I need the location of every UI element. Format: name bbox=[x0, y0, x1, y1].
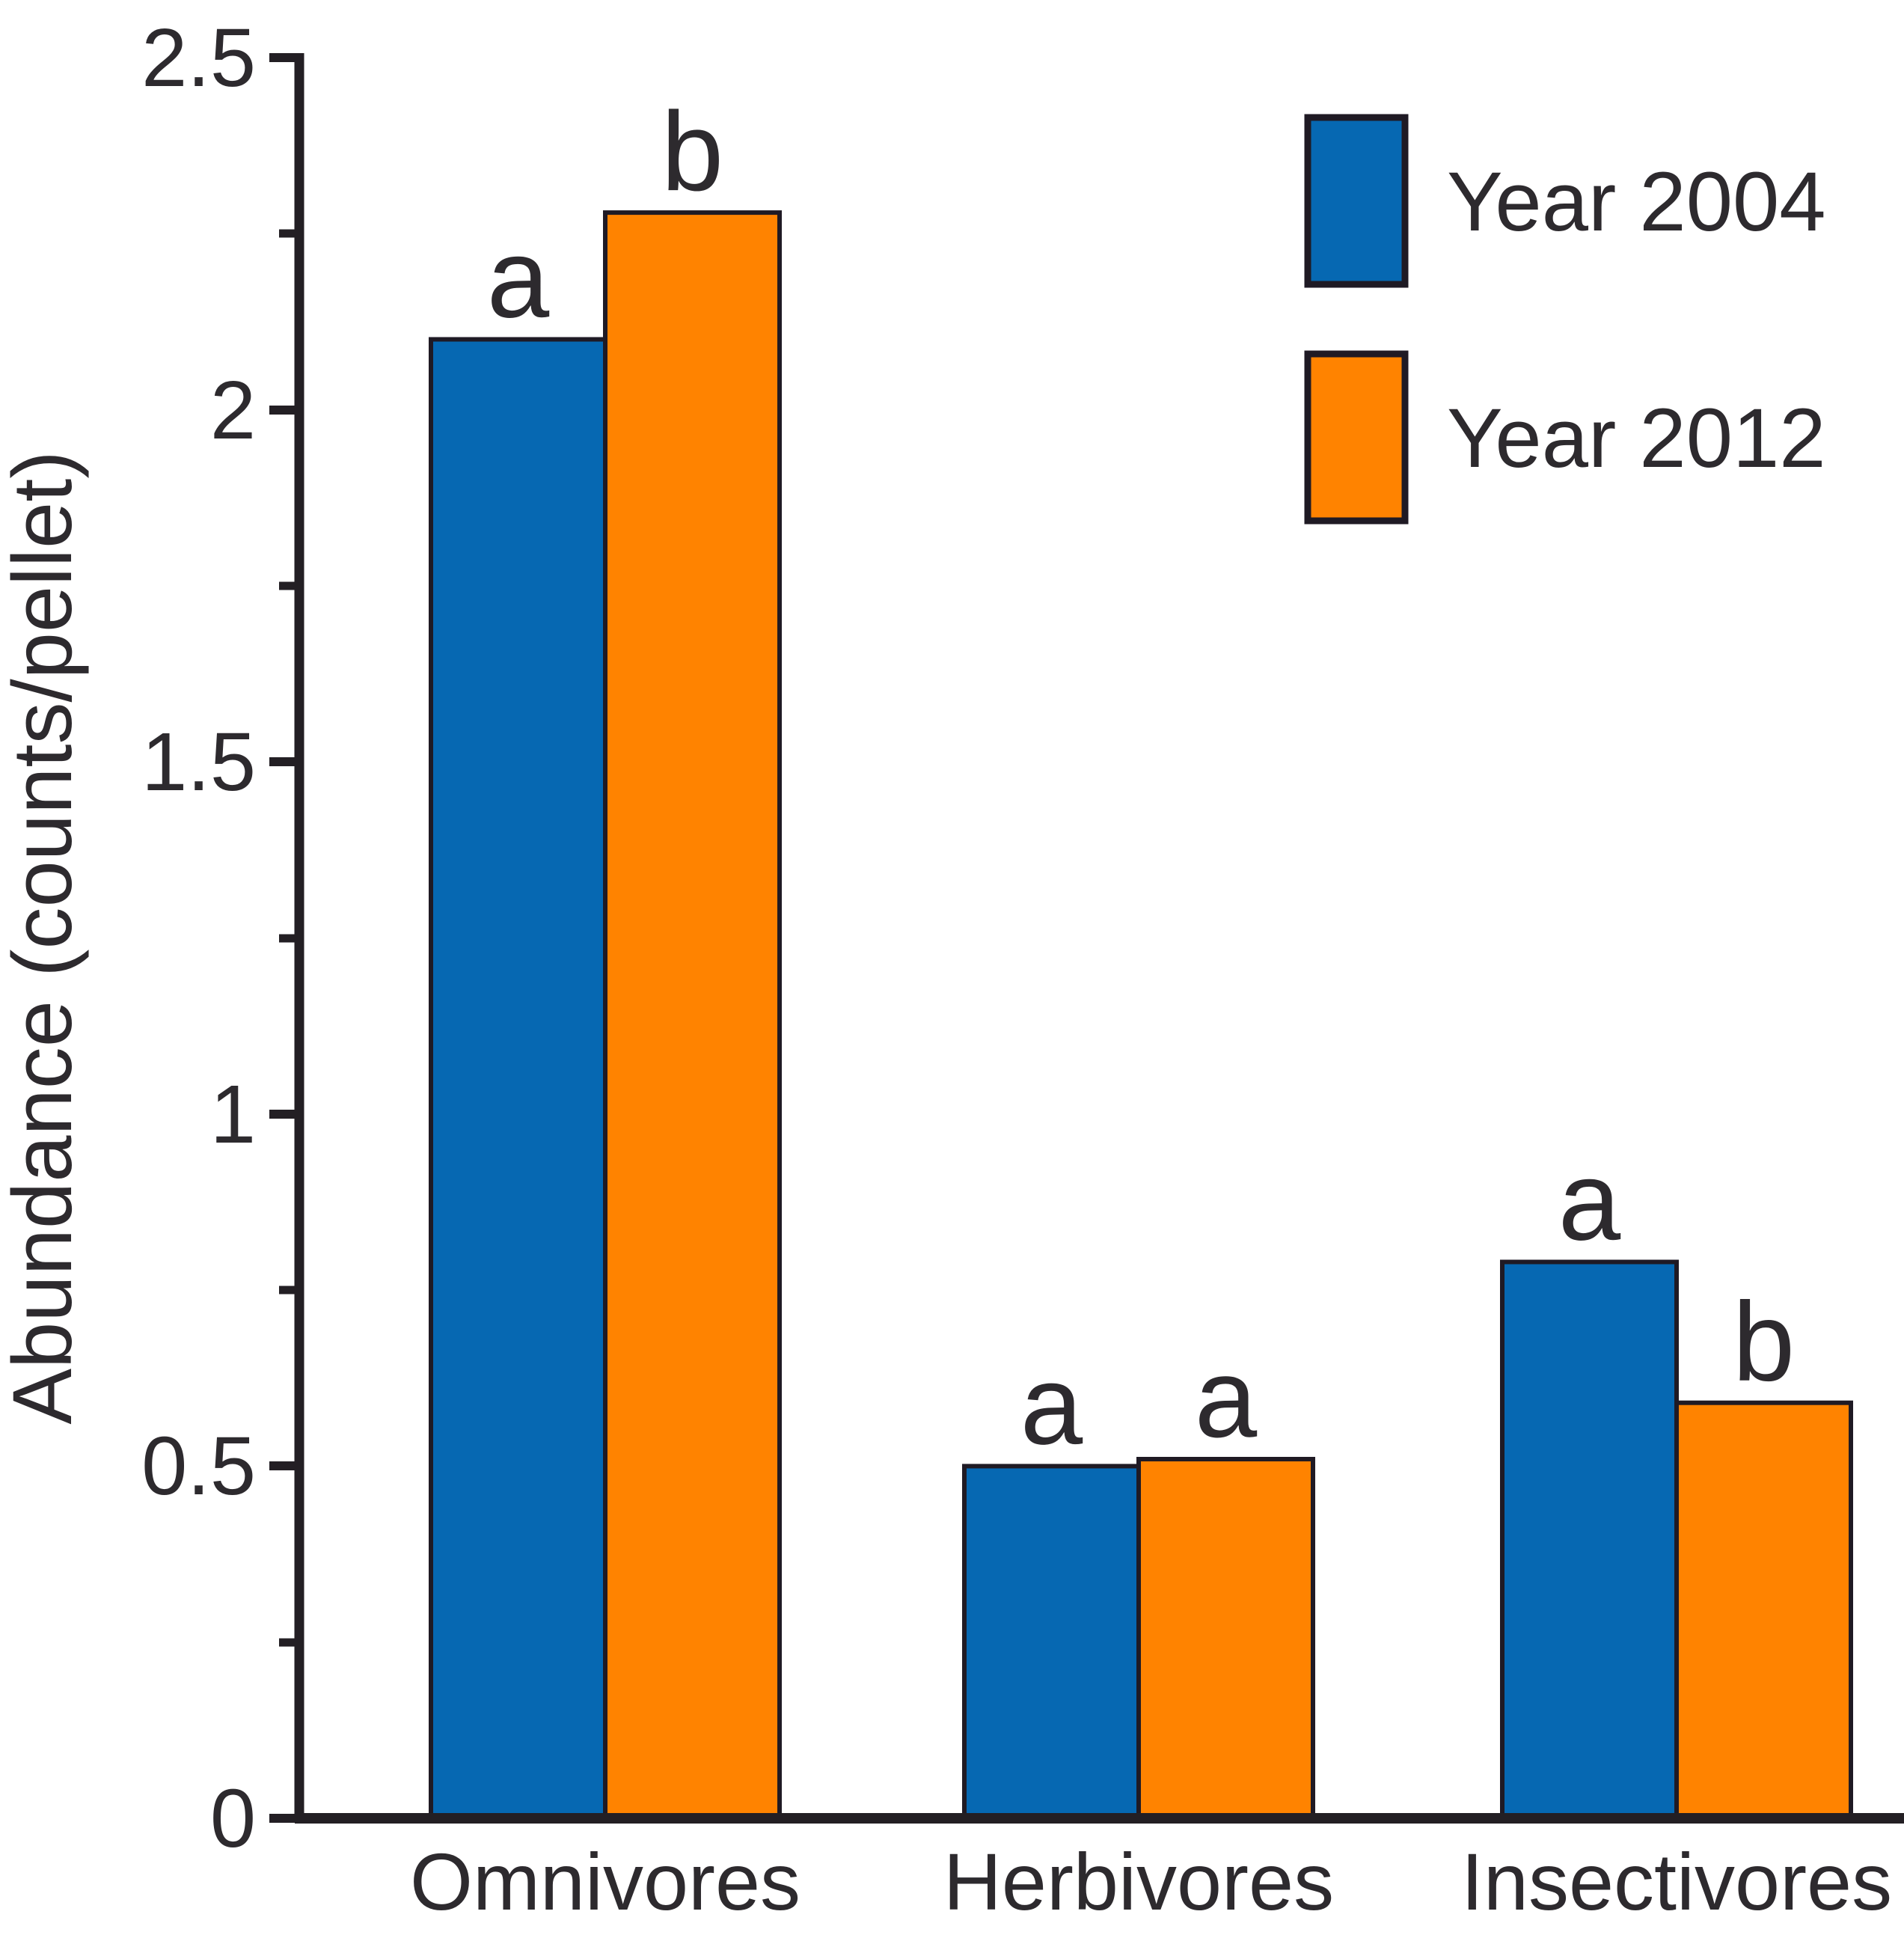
category-label-omnivores: Omnivores bbox=[410, 1836, 801, 1927]
bar-year-2012-herbivores bbox=[1136, 1457, 1315, 1821]
y-tick-label: 2 bbox=[210, 364, 256, 456]
sig-letter-insectivores-year-2004: a bbox=[1558, 1138, 1621, 1264]
sig-letter-omnivores-year-2012: b bbox=[661, 88, 723, 214]
legend-label-year-2004: Year 2004 bbox=[1447, 155, 1826, 248]
legend: Year 2004 Year 2012 bbox=[1304, 114, 1826, 525]
y-tick-label: 0 bbox=[210, 1773, 256, 1865]
legend-swatch-year-2004 bbox=[1304, 114, 1409, 288]
sig-letter-omnivores-year-2004: a bbox=[487, 216, 550, 341]
category-label-herbivores: Herbivores bbox=[943, 1836, 1334, 1927]
bar-year-2004-herbivores bbox=[962, 1464, 1141, 1821]
legend-label-year-2012: Year 2012 bbox=[1447, 391, 1826, 485]
y-tick-label: 1.5 bbox=[141, 716, 256, 808]
sig-letter-insectivores-year-2012: b bbox=[1733, 1279, 1795, 1404]
y-axis-title: Abundance (counts/pellet) bbox=[0, 450, 89, 1424]
y-tick-label: 2.5 bbox=[141, 12, 256, 104]
bars-layer: aba aab bbox=[429, 88, 1853, 1821]
bar-year-2012-omnivores bbox=[603, 210, 782, 1821]
bar-year-2012-insectivores bbox=[1674, 1400, 1853, 1821]
legend-swatch-year-2012 bbox=[1304, 350, 1409, 525]
sig-letter-herbivores-year-2012: a bbox=[1195, 1335, 1258, 1461]
bar-year-2004-insectivores bbox=[1500, 1259, 1679, 1821]
category-label-insectivores: Insectivores bbox=[1461, 1836, 1892, 1927]
sig-letter-herbivores-year-2004: a bbox=[1020, 1342, 1083, 1467]
y-tick-label: 1 bbox=[210, 1069, 256, 1161]
bar-year-2004-omnivores bbox=[429, 337, 607, 1821]
y-tick-label: 0.5 bbox=[141, 1420, 256, 1512]
